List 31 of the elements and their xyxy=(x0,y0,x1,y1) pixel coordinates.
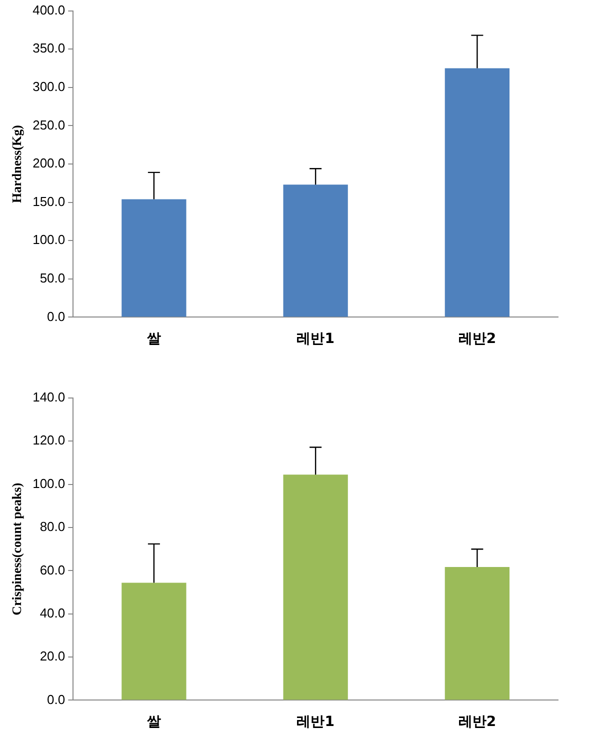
y-tick-label: 200.0 xyxy=(32,156,66,171)
y-tick-label: 60.0 xyxy=(40,562,66,578)
y-tick-label: 140.0 xyxy=(32,390,66,405)
y-tick-label: 100.0 xyxy=(32,476,66,491)
x-tick-label: 레반2 xyxy=(458,331,496,348)
y-tick-label: 50.0 xyxy=(40,270,66,286)
x-tick-label: 쌀 xyxy=(146,714,161,730)
y-axis-title: Crispiness(count peaks) xyxy=(9,482,24,616)
y-tick-label: 20.0 xyxy=(40,648,66,664)
y-tick-label: 120.0 xyxy=(32,432,66,448)
y-tick-label: 350.0 xyxy=(32,40,66,56)
y-tick-label: 0.0 xyxy=(47,692,66,707)
y-axis-title: Hardness(Kg) xyxy=(9,125,24,203)
bar xyxy=(444,567,510,700)
bar xyxy=(283,184,348,317)
x-tick-label: 레반1 xyxy=(296,331,334,348)
y-tick-label: 400.0 xyxy=(32,2,66,18)
bar xyxy=(122,199,186,317)
y-tick-label: 150.0 xyxy=(32,194,66,209)
x-tick-label: 레반1 xyxy=(296,714,334,730)
y-tick-label: 0.0 xyxy=(47,308,66,324)
x-tick-label: 레반2 xyxy=(458,714,496,730)
bar xyxy=(444,68,510,317)
x-tick-label: 쌀 xyxy=(146,331,161,348)
y-tick-label: 300.0 xyxy=(32,78,66,94)
bar xyxy=(122,582,186,700)
y-tick-label: 100.0 xyxy=(32,232,66,248)
y-tick-label: 40.0 xyxy=(40,605,66,620)
y-tick-label: 80.0 xyxy=(40,519,66,534)
y-tick-label: 250.0 xyxy=(32,117,66,132)
bar xyxy=(283,474,348,700)
